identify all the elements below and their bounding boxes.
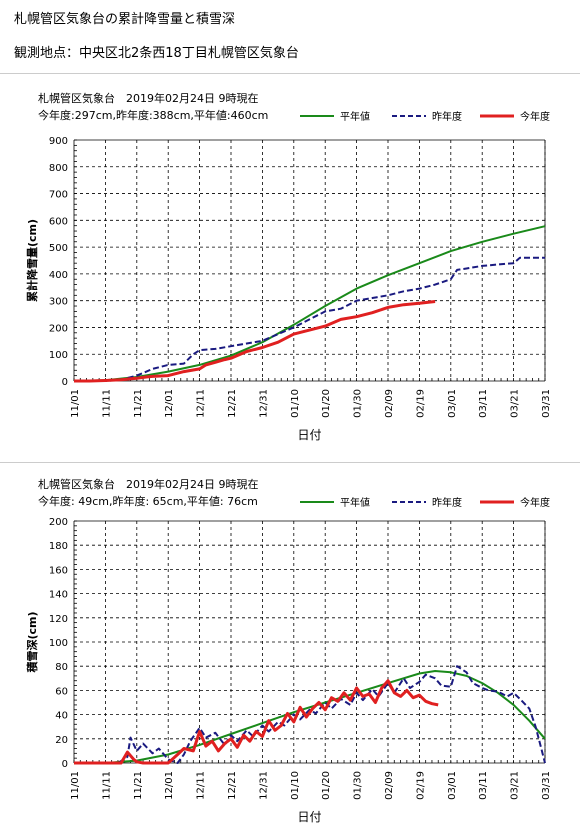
y-tick-label: 180 [49, 541, 68, 552]
x-tick-label: 12/01 [164, 771, 175, 800]
x-tick-label: 03/11 [478, 389, 489, 418]
x-tick-label: 02/09 [384, 389, 395, 418]
x-tick-label: 03/31 [541, 389, 552, 418]
x-axis-label: 日付 [297, 428, 321, 442]
x-tick-label: 12/31 [258, 771, 269, 800]
y-tick-label: 80 [55, 662, 68, 673]
y-tick-label: 140 [49, 590, 68, 601]
x-tick-label: 12/21 [227, 771, 238, 800]
y-axis-label: 累計降雪量(cm) [25, 219, 39, 302]
x-tick-label: 01/10 [290, 771, 301, 800]
chart-summary: 今年度: 49cm,昨年度: 65cm,平年値: 76cm [38, 494, 258, 508]
series-line-今年度 [74, 679, 439, 765]
x-tick-label: 01/20 [321, 771, 332, 800]
x-tick-label: 02/19 [415, 389, 426, 418]
x-tick-label: 03/21 [510, 771, 521, 800]
cumulative-snowfall-chart: 札幌管区気象台 2019年02月24日 9時現在今年度:297cm,昨年度:38… [25, 91, 552, 442]
x-tick-label: 12/11 [196, 771, 207, 800]
page-title: 札幌管区気象台の累計降雪量と積雪深 [14, 12, 236, 27]
divider [0, 73, 580, 74]
chart-header: 札幌管区気象台 2019年02月24日 9時現在 [38, 477, 258, 491]
series-line-昨年度 [74, 256, 545, 382]
x-tick-label: 11/11 [101, 389, 112, 418]
x-tick-label: 03/01 [447, 771, 458, 800]
chart-summary: 今年度:297cm,昨年度:388cm,平年値:460cm [38, 108, 268, 122]
y-tick-label: 700 [49, 190, 68, 201]
y-tick-label: 900 [49, 136, 68, 147]
x-tick-label: 12/01 [164, 389, 175, 418]
x-tick-label: 03/11 [478, 771, 489, 800]
y-tick-label: 500 [49, 243, 68, 254]
x-tick-label: 01/30 [353, 771, 364, 800]
y-tick-label: 0 [62, 759, 68, 770]
y-tick-label: 800 [49, 163, 68, 174]
y-tick-label: 600 [49, 216, 68, 227]
x-tick-label: 01/20 [321, 389, 332, 418]
chart-header: 札幌管区気象台 2019年02月24日 9時現在 [38, 91, 258, 105]
y-tick-label: 100 [49, 638, 68, 649]
y-tick-label: 20 [55, 735, 68, 746]
observation-location: 観測地点：中央区北2条西18丁目札幌管区気象台 [14, 46, 299, 61]
y-tick-label: 60 [55, 686, 68, 697]
y-tick-label: 120 [49, 614, 68, 625]
legend-label-normal: 平年値 [340, 110, 370, 123]
series-line-平年値 [73, 225, 546, 382]
x-tick-label: 03/31 [541, 771, 552, 800]
x-tick-label: 12/31 [258, 389, 269, 418]
legend-label-this_year: 今年度 [520, 496, 550, 509]
y-tick-label: 160 [49, 565, 68, 576]
x-tick-label: 12/11 [196, 389, 207, 418]
x-tick-label: 02/09 [384, 771, 395, 800]
x-tick-label: 12/21 [227, 389, 238, 418]
y-tick-label: 100 [49, 350, 68, 361]
y-tick-label: 300 [49, 297, 68, 308]
x-tick-label: 03/21 [510, 389, 521, 418]
x-axis-label: 日付 [297, 810, 321, 824]
y-tick-label: 0 [62, 377, 68, 388]
x-tick-label: 01/30 [353, 389, 364, 418]
series-line-今年度 [74, 300, 436, 383]
x-tick-label: 03/01 [447, 389, 458, 418]
divider [0, 462, 580, 463]
x-tick-label: 11/01 [70, 389, 81, 418]
y-tick-label: 200 [49, 517, 68, 528]
y-axis-label: 積雪深(cm) [25, 611, 39, 673]
x-tick-label: 11/11 [101, 771, 112, 800]
y-tick-label: 400 [49, 270, 68, 281]
x-tick-label: 02/19 [415, 771, 426, 800]
x-tick-label: 01/10 [290, 389, 301, 418]
x-tick-label: 11/01 [70, 771, 81, 800]
legend-label-this_year: 今年度 [520, 110, 550, 123]
y-tick-label: 40 [55, 711, 68, 722]
legend-label-last_year: 昨年度 [432, 496, 462, 509]
x-tick-label: 11/21 [133, 389, 144, 418]
legend-label-normal: 平年値 [340, 496, 370, 509]
y-tick-label: 200 [49, 323, 68, 334]
legend-label-last_year: 昨年度 [432, 110, 462, 123]
x-tick-label: 11/21 [133, 771, 144, 800]
